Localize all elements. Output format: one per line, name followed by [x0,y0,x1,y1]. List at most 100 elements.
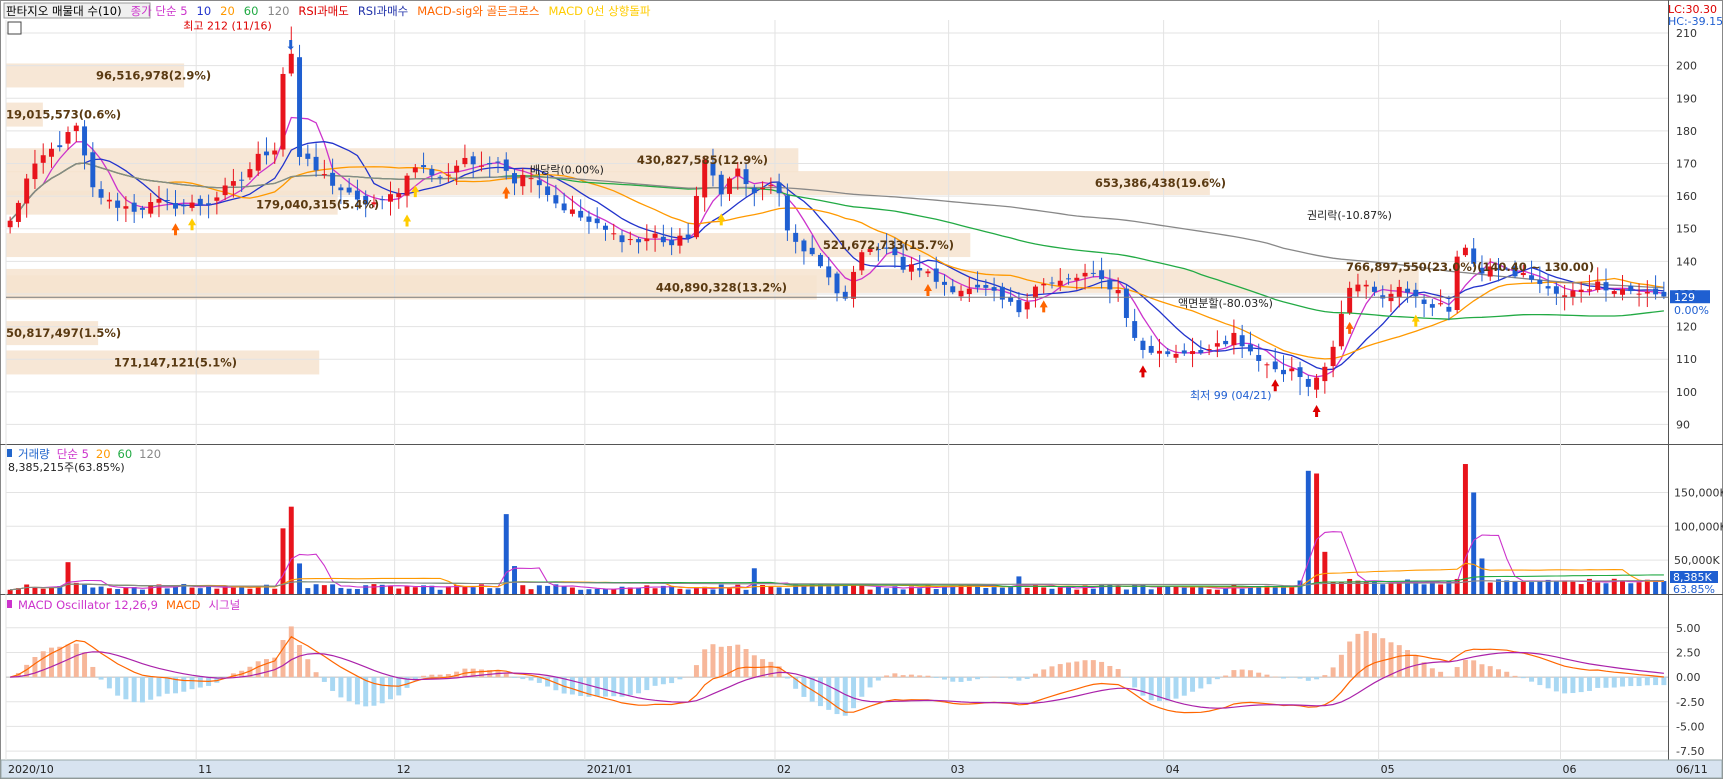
macd-oscillator-bar [123,677,128,699]
price-tick-label: 190 [1676,92,1697,105]
macd-oscillator-bar [719,647,724,677]
volume-bar [1091,589,1096,594]
price-legend-item[interactable]: MACD-sig와 골든크로스 [417,4,539,18]
candle-body [405,176,410,196]
candle-body [909,264,914,271]
volume-legend-item[interactable]: 120 [139,447,161,461]
macd-oscillator-bar [1008,677,1013,678]
volume-legend-item[interactable]: 단순 5 [57,447,89,461]
volume-bar [165,588,170,594]
candle-body [1554,286,1559,293]
x-tick-label: 11 [198,763,212,776]
macd-oscillator-bar [1248,670,1253,677]
macd-legend-item[interactable]: MACD [166,598,201,612]
volume-bar [1149,589,1154,594]
table-icon[interactable] [8,22,21,34]
candle-body [1091,273,1096,274]
macd-oscillator-bar [1099,662,1104,677]
volume-bar [1116,586,1121,594]
macd-oscillator-bar [1058,664,1063,677]
macd-oscillator-bar [512,677,517,678]
volume-bar [1215,590,1220,594]
macd-oscillator-bar [1364,631,1369,677]
macd-oscillator-bar [859,677,864,697]
volume-bar [1124,590,1129,594]
volume-bar [66,562,71,594]
candle-body [90,152,95,187]
candle-body [1637,294,1642,295]
candle-body [256,154,261,171]
x-tick-label: 2021/01 [587,763,633,776]
candle-body [297,57,302,157]
macd-oscillator-bar [1620,677,1625,686]
candle-body [148,202,153,214]
candle-body [1190,351,1195,354]
macd-oscillator-bar [421,676,426,677]
volume-bar [917,588,922,594]
price-legend-item[interactable]: 20 [220,4,235,18]
candle-body [1140,341,1145,350]
price-legend-item[interactable]: RSI과매도 [298,4,348,18]
volume-legend-item[interactable]: 60 [118,447,133,461]
candle-body [281,74,286,150]
candle-body [231,181,236,186]
candle-body [1422,300,1427,304]
volume-bar [413,587,418,594]
price-legend-item[interactable]: 판타지오 매물대 수(10) [6,4,122,18]
candle[interactable] [297,45,302,166]
price-tick-label: 100 [1676,386,1697,399]
price-legend-item[interactable]: 10 [197,4,212,18]
candle-body [1587,289,1592,290]
price-legend-item[interactable]: 60 [244,4,259,18]
volume-bar [1579,584,1584,594]
candle-body [586,217,591,222]
price-legend-item[interactable]: RSI과매수 [358,4,408,18]
macd-oscillator-bar [1389,642,1394,677]
macd-oscillator-bar [975,677,980,679]
candle-body [32,164,37,180]
volume-bar [49,587,54,594]
macd-oscillator-bar [1479,664,1484,677]
macd-oscillator-bar [644,677,649,690]
price-tick-label: 90 [1676,418,1690,431]
macd-legend-item[interactable]: MACD Oscillator 12,26,9 [18,598,158,612]
candle-body [603,226,608,230]
volume-bar [1628,583,1633,594]
dividend-event-label: 배당락(0.00%) [530,163,604,176]
candle-body [454,166,459,173]
macd-oscillator-bar [165,677,170,694]
macd-oscillator-bar [801,677,806,697]
candle-body [851,272,856,299]
volume-bar [785,588,790,594]
candle-body [620,235,625,242]
candle-body [917,268,922,270]
macd-legend-item[interactable]: 시그널 [208,598,240,612]
volume-tick-label: 100,000K [1674,520,1723,533]
volume-bar [644,585,649,594]
candle-body [752,188,757,193]
candle-body [785,195,790,230]
price-legend-item[interactable]: MACD 0선 상향돌파 [548,4,650,18]
price-tick-label: 160 [1676,190,1697,203]
volume-bar [1298,580,1303,594]
x-tick-label: 05 [1381,763,1395,776]
macd-oscillator-bar [934,677,939,678]
macd-oscillator-bar [1083,660,1088,677]
macd-oscillator-bar [1521,677,1526,678]
candle-body [1612,291,1617,294]
volume-bar [586,589,591,594]
candle[interactable] [818,253,823,268]
candle-body [272,151,277,155]
candle-body [1240,335,1245,346]
candle-body [545,186,550,195]
volume-bar [438,590,443,594]
candle-body [1099,270,1104,279]
volume-legend-item[interactable]: 거래량 [18,447,50,461]
price-legend-item[interactable]: 종가 단순 5 [131,4,188,18]
volume-legend-item[interactable]: 20 [96,447,111,461]
candle[interactable] [281,67,286,156]
candle-body [727,178,732,193]
price-legend-item[interactable]: 120 [267,4,289,18]
